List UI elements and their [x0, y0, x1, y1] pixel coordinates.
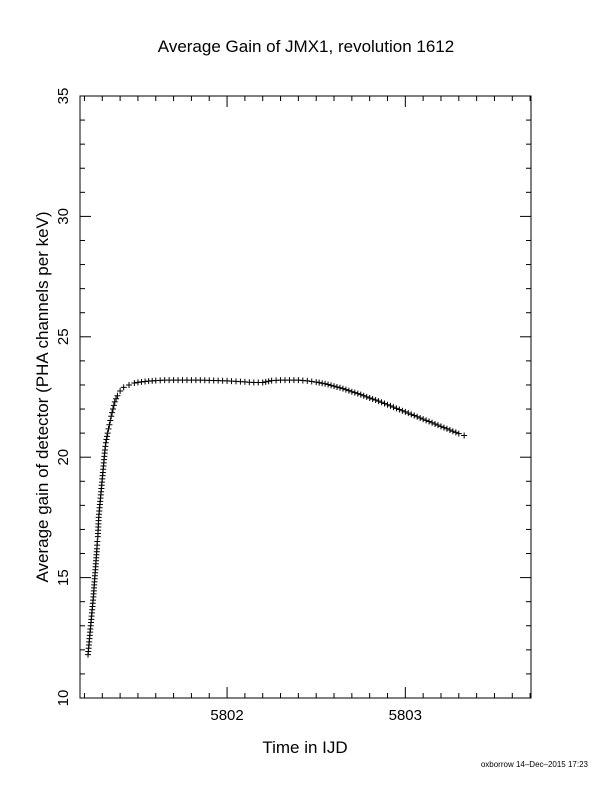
data-point — [348, 388, 355, 395]
y-tick-label: 15 — [55, 569, 72, 586]
data-point — [117, 387, 124, 394]
data-point — [396, 406, 403, 413]
y-axis-label: Average gain of detector (PHA channels p… — [33, 211, 52, 582]
data-point — [103, 436, 110, 443]
data-point — [304, 377, 311, 384]
data-point — [105, 425, 112, 432]
data-point — [381, 400, 388, 407]
data-point — [411, 412, 418, 419]
data-point — [331, 383, 338, 390]
data-point — [104, 430, 111, 437]
data-point — [120, 384, 127, 391]
data-point — [319, 380, 326, 387]
data-point — [316, 379, 323, 386]
data-point — [111, 398, 118, 405]
data-point — [259, 379, 266, 386]
data-point — [110, 402, 117, 409]
data-point — [378, 399, 385, 406]
data-point — [113, 395, 120, 402]
y-tick-label: 35 — [55, 88, 72, 105]
data-point — [369, 396, 376, 403]
data-point — [131, 380, 138, 387]
data-point — [420, 416, 427, 423]
data-point — [384, 401, 391, 408]
data-point — [357, 391, 364, 398]
data-point — [387, 402, 394, 409]
data-point — [402, 408, 409, 415]
footer-credit: oxborrow 14–Dec–2015 17:23 — [481, 760, 589, 769]
data-point — [108, 413, 115, 420]
data-point — [262, 378, 269, 385]
data-point — [265, 378, 272, 385]
x-axis: 5802 5803 — [83, 96, 531, 724]
data-point — [336, 384, 343, 391]
data-point — [134, 379, 141, 386]
y-axis: 10 15 20 25 30 35 — [55, 88, 531, 707]
data-point — [426, 418, 433, 425]
data-series — [85, 377, 468, 658]
x-tick-label: 5802 — [210, 707, 243, 724]
data-point — [455, 430, 462, 437]
data-point — [354, 390, 361, 397]
data-point — [405, 410, 412, 417]
data-point — [333, 383, 340, 390]
data-point — [435, 422, 442, 429]
y-tick-label: 30 — [55, 208, 72, 225]
data-point — [109, 406, 116, 413]
data-point — [322, 380, 329, 387]
x-tick-label: 5803 — [389, 707, 422, 724]
data-point — [417, 414, 424, 421]
data-point — [104, 433, 111, 440]
data-point — [107, 417, 114, 424]
data-point — [446, 426, 453, 433]
data-point — [423, 417, 430, 424]
y-tick-label: 10 — [55, 690, 72, 707]
data-point — [339, 385, 346, 392]
data-point — [414, 413, 421, 420]
data-point — [399, 407, 406, 414]
x-axis-label: Time in IJD — [262, 738, 347, 757]
plot-frame — [79, 95, 532, 699]
data-point — [449, 428, 456, 435]
data-point — [452, 429, 459, 436]
data-point — [106, 421, 113, 428]
data-point — [360, 392, 367, 399]
data-point — [393, 405, 400, 412]
data-point — [437, 423, 444, 430]
data-point — [443, 425, 450, 432]
data-point — [102, 439, 109, 446]
data-point — [328, 382, 335, 389]
data-point — [345, 387, 352, 394]
data-point — [342, 386, 349, 393]
data-point — [366, 394, 373, 401]
data-point — [114, 392, 121, 399]
data-point — [461, 432, 468, 439]
data-point — [440, 424, 447, 431]
data-point — [372, 397, 379, 404]
data-point — [126, 381, 133, 388]
data-point — [408, 411, 415, 418]
data-point — [375, 398, 382, 405]
data-point — [109, 409, 116, 416]
y-tick-label: 20 — [55, 449, 72, 466]
data-point — [351, 389, 358, 396]
chart-title: Average Gain of JMX1, revolution 1612 — [158, 37, 454, 56]
data-point — [308, 378, 315, 385]
y-tick-label: 25 — [55, 328, 72, 345]
data-point — [325, 381, 332, 388]
data-point — [94, 538, 101, 545]
data-point — [363, 393, 370, 400]
data-point — [429, 419, 436, 426]
data-point — [390, 404, 397, 411]
data-point — [313, 379, 320, 386]
data-point — [432, 420, 439, 427]
